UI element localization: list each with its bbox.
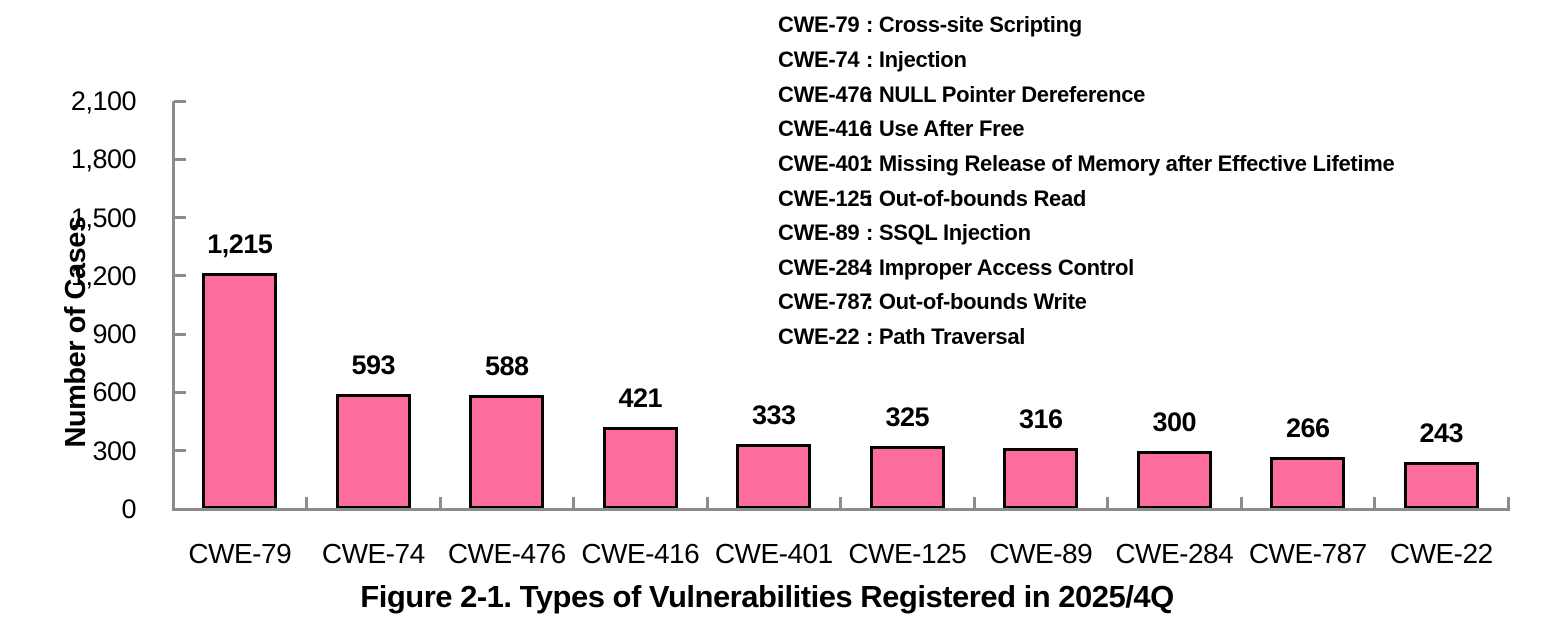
y-axis-tick <box>174 99 186 103</box>
bar-value-label: 316 <box>1018 404 1063 434</box>
y-axis-line <box>171 101 175 511</box>
y-tick-label: 0 <box>121 494 136 524</box>
bar-cwe-74 <box>335 394 411 509</box>
bar-value-label: 300 <box>1152 407 1197 437</box>
x-axis-category-label: CWE-74 <box>321 538 425 569</box>
x-axis-category-label: CWE-79 <box>188 538 292 569</box>
x-axis-category-label: CWE-89 <box>989 538 1093 569</box>
legend-row-cwe-284: CWE-284: Improper Access Control <box>778 250 1394 285</box>
legend-row-cwe-476: CWE-476: NULL Pointer Dereference <box>778 77 1394 112</box>
legend-description: : Improper Access Control <box>866 254 1134 280</box>
bar-cwe-22 <box>1403 462 1479 509</box>
legend-description: : Path Traversal <box>866 324 1026 350</box>
bar-value-label: 325 <box>885 402 930 432</box>
legend-description: : SSQL Injection <box>866 220 1031 246</box>
legend-code: CWE-476 <box>778 81 872 107</box>
x-axis-category-label: CWE-22 <box>1389 538 1493 569</box>
legend-description: : Out-of-bounds Read <box>866 185 1087 211</box>
bar-cwe-89 <box>1003 448 1079 509</box>
legend-row-cwe-787: CWE-787: Out-of-bounds Write <box>778 285 1394 320</box>
x-axis-category-label: CWE-401 <box>714 538 833 569</box>
x-axis-category-label: CWE-787 <box>1248 538 1367 569</box>
y-tick-label: 900 <box>92 319 136 350</box>
bar-value-label: 333 <box>751 400 796 430</box>
x-axis-category-label: CWE-284 <box>1115 538 1234 569</box>
x-axis-tick <box>1106 497 1109 509</box>
bar-cwe-125 <box>869 446 945 509</box>
bar-cwe-401 <box>736 444 812 509</box>
x-axis-category-label: CWE-125 <box>848 538 967 569</box>
legend-code: CWE-89 <box>778 220 860 246</box>
bar-value-label: 588 <box>484 351 529 381</box>
y-axis-tick <box>174 449 186 453</box>
y-tick-label: 1,200 <box>70 260 137 291</box>
x-axis-tick <box>1506 497 1510 509</box>
x-axis-tick <box>438 497 442 509</box>
x-axis-tick <box>572 497 575 509</box>
y-tick-label: 2,100 <box>70 86 137 116</box>
bar-value-label: 243 <box>1419 418 1464 448</box>
x-axis-category-label: CWE-476 <box>447 538 566 569</box>
y-axis-tick <box>174 332 186 336</box>
legend-row-cwe-401: CWE-401: Missing Release of Memory after… <box>778 147 1395 182</box>
x-axis-tick <box>1373 497 1376 509</box>
legend-row-cwe-416: CWE-416: Use After Free <box>778 112 1394 147</box>
legend-description: : Out-of-bounds Write <box>866 289 1087 315</box>
legend-code: CWE-74 <box>778 46 860 72</box>
legend-code: CWE-401 <box>778 150 872 176</box>
x-axis-tick <box>972 497 976 509</box>
bar-cwe-476 <box>469 395 545 509</box>
legend-code: CWE-22 <box>778 324 860 350</box>
x-axis-tick <box>839 497 842 509</box>
bar-cwe-416 <box>602 427 678 509</box>
bar-value-label: 1,215 <box>207 229 273 259</box>
legend-row-cwe-74: CWE-74: Injection <box>778 43 1394 78</box>
legend-code: CWE-284 <box>778 254 872 280</box>
y-axis-tick <box>174 216 186 220</box>
legend-code: CWE-416 <box>778 116 872 142</box>
y-tick-label: 300 <box>92 435 136 466</box>
bar-cwe-79 <box>202 273 278 509</box>
legend-description: : NULL Pointer Dereference <box>866 81 1146 107</box>
bar-cwe-284 <box>1136 451 1212 509</box>
legend-description: : Use After Free <box>866 116 1025 142</box>
bar-value-label: 593 <box>351 350 396 380</box>
y-tick-label: 1,800 <box>70 144 137 175</box>
legend-row-cwe-125: CWE-125: Out-of-bounds Read <box>778 181 1394 216</box>
chart-title: Figure 2-1. Types of Vulnerabilities Reg… <box>360 579 1174 614</box>
legend-description: : Missing Release of Memory after Effect… <box>866 150 1395 176</box>
legend-row-cwe-79: CWE-79: Cross-site Scripting <box>778 8 1394 43</box>
x-axis-tick <box>705 497 709 509</box>
legend-row-cwe-22: CWE-22: Path Traversal <box>778 320 1394 355</box>
legend-description: : Cross-site Scripting <box>866 12 1082 38</box>
bar-value-label: 266 <box>1285 413 1330 443</box>
y-axis-tick <box>174 157 186 161</box>
x-axis-category-label: CWE-416 <box>581 538 700 569</box>
legend: CWE-79: Cross-site Scripting CWE-74: Inje… <box>778 8 1395 355</box>
legend-code: CWE-125 <box>778 185 872 211</box>
y-tick-label: 600 <box>92 377 136 408</box>
bar-value-label: 421 <box>618 383 663 413</box>
x-axis-line <box>171 507 1510 511</box>
legend-row-cwe-89: CWE-89: SSQL Injection <box>778 216 1394 251</box>
bar-cwe-787 <box>1270 457 1346 509</box>
x-axis-tick <box>1239 497 1243 509</box>
y-axis-tick <box>174 390 186 394</box>
legend-code: CWE-79 <box>778 12 860 38</box>
legend-description: : Injection <box>866 46 967 72</box>
legend-code: CWE-787 <box>778 289 872 315</box>
y-tick-label: 1,500 <box>70 202 137 233</box>
y-axis-tick <box>174 274 186 278</box>
x-axis-tick <box>305 497 308 509</box>
